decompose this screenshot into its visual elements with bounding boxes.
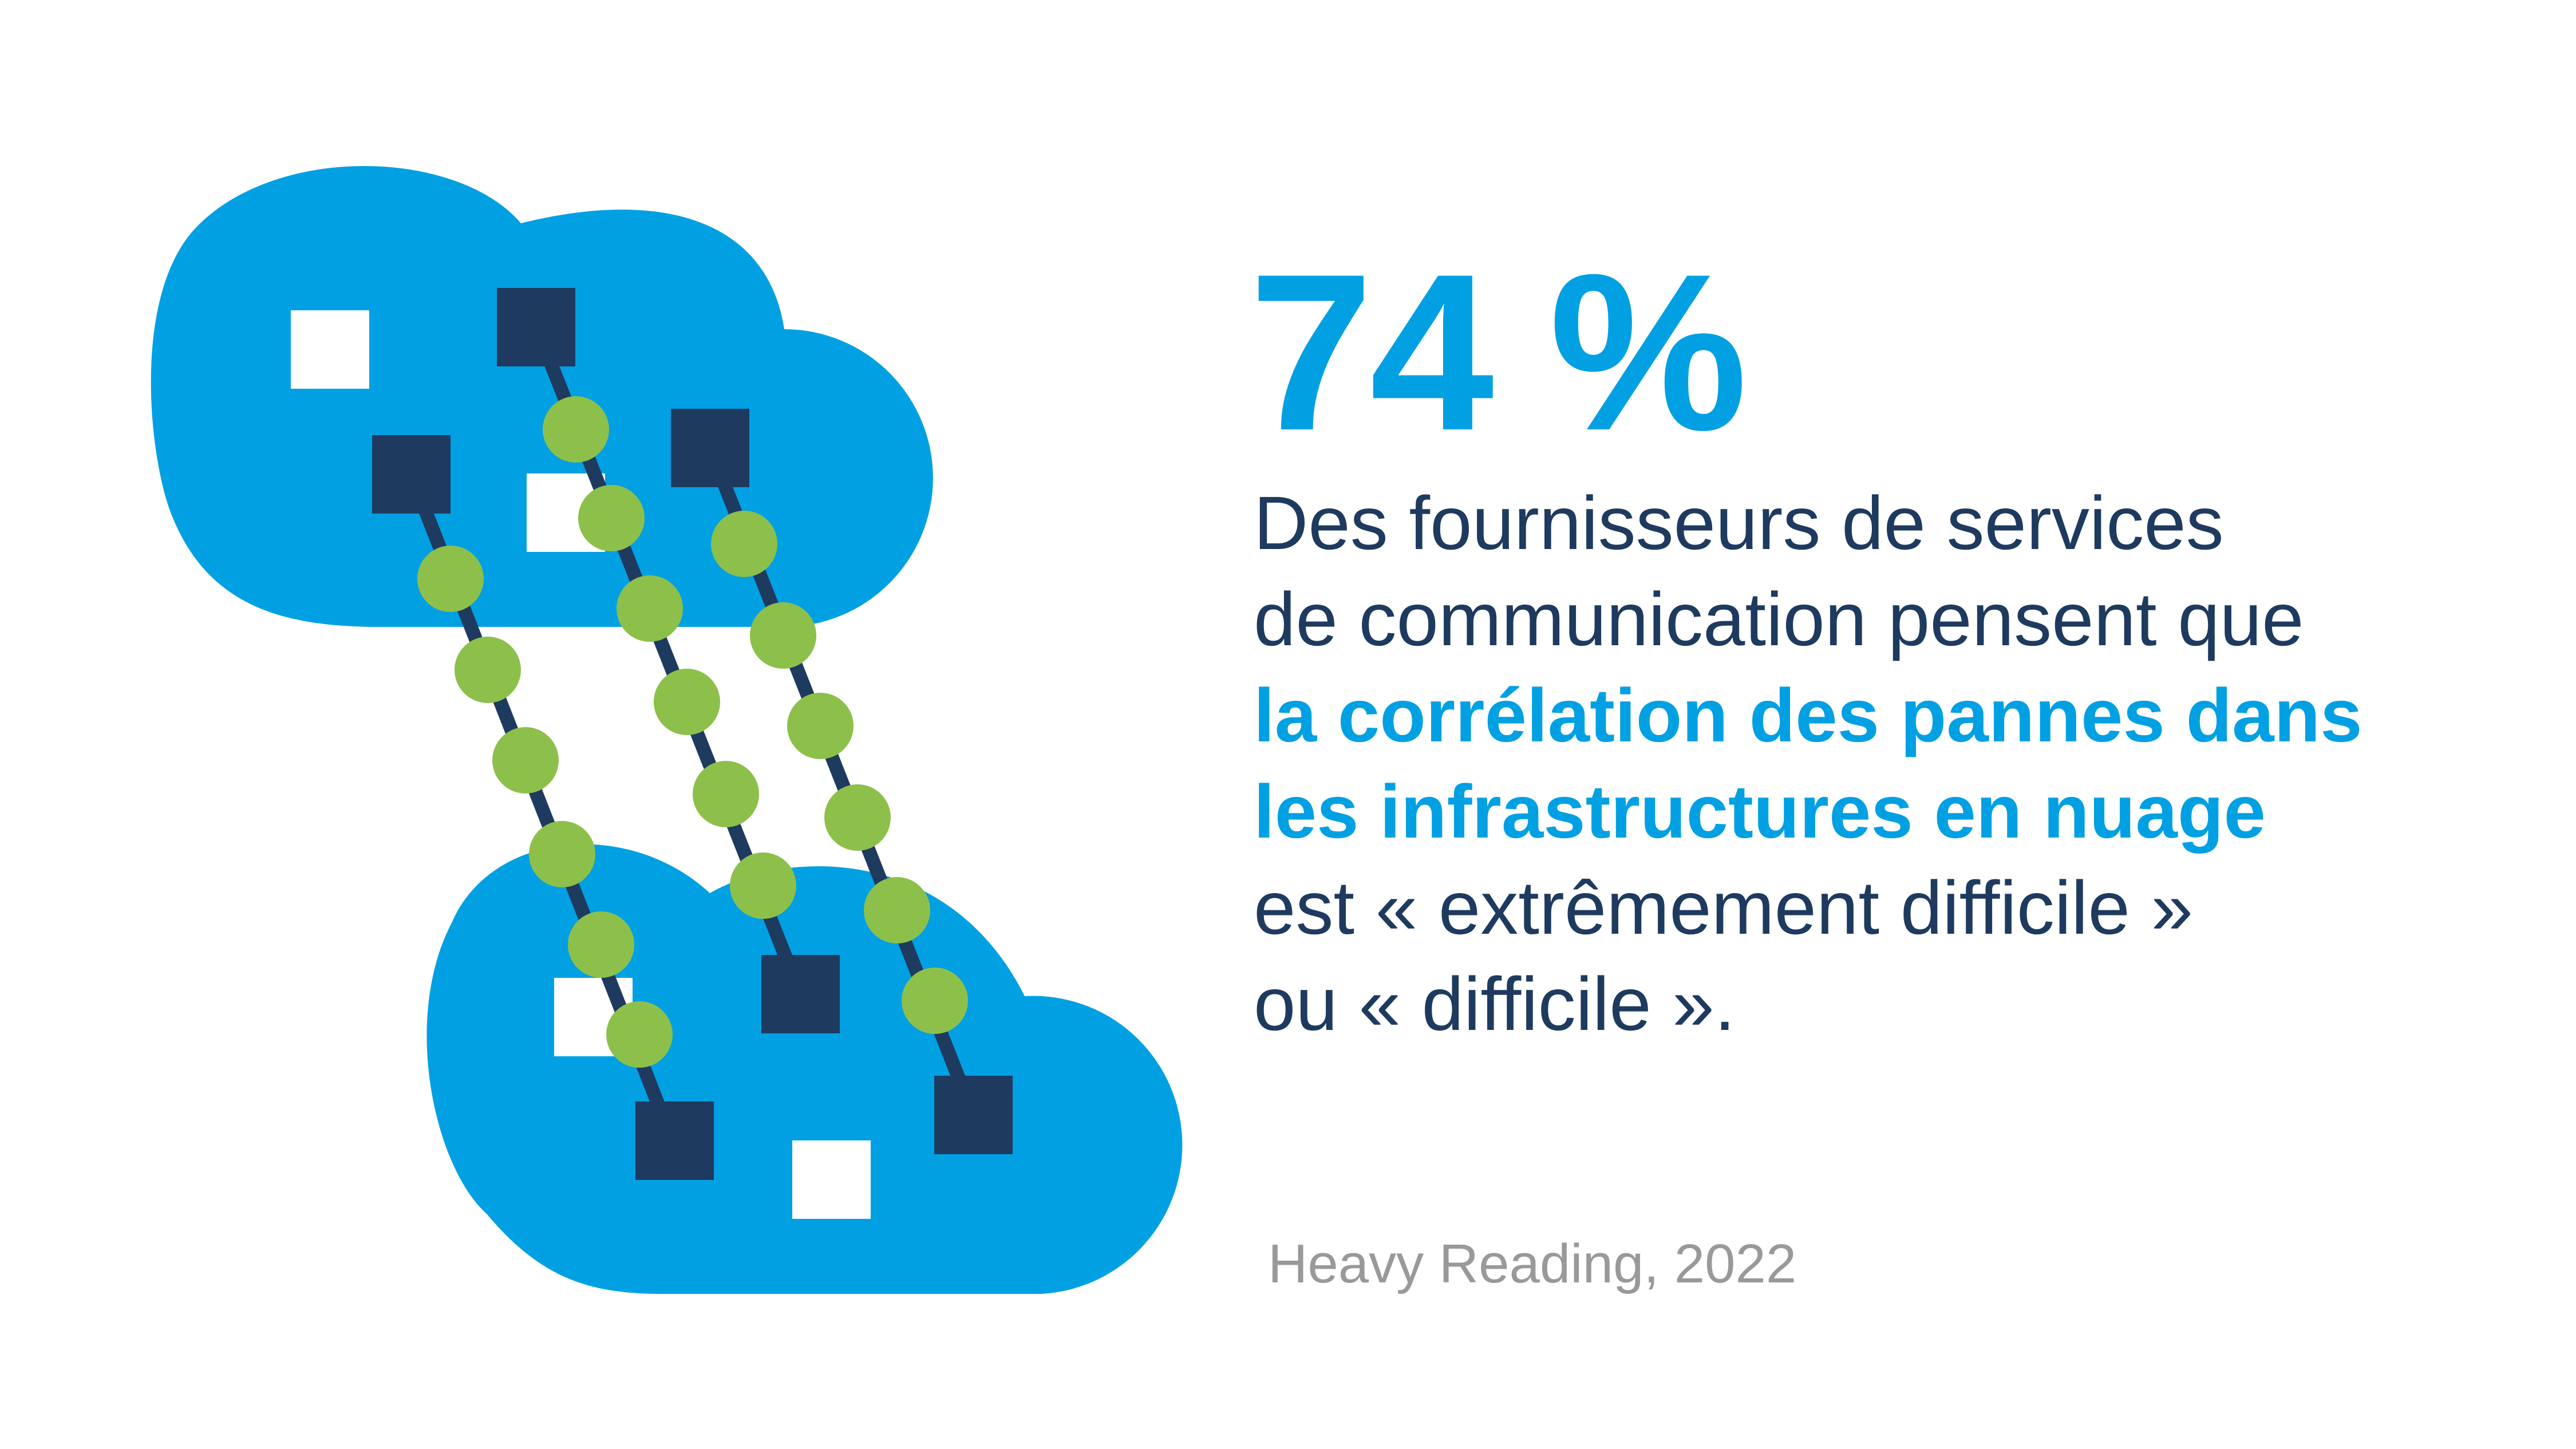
statistic-value: 74 %	[1249, 227, 1748, 477]
network-node	[529, 821, 595, 887]
navy-square	[372, 435, 451, 514]
description-line: Des fournisseurs de services	[1254, 481, 2224, 565]
network-node	[606, 1001, 673, 1068]
navy-square	[934, 1076, 1013, 1154]
bottom-cloud-icon	[426, 844, 1183, 1294]
network-node	[693, 761, 759, 827]
white-square	[291, 310, 369, 389]
navy-square	[761, 955, 840, 1033]
source-citation: Heavy Reading, 2022	[1268, 1233, 1797, 1294]
description-highlight-line: la corrélation des pannes dans	[1254, 673, 2362, 757]
description-line: est « extrêmement difficile »	[1254, 866, 2193, 950]
network-node	[824, 784, 891, 851]
network-node	[730, 852, 796, 919]
network-node	[568, 911, 634, 978]
description-line: ou « difficile ».	[1254, 962, 1736, 1046]
network-nodes	[417, 396, 968, 1068]
network-node	[617, 575, 683, 642]
network-node	[864, 877, 930, 943]
network-node	[578, 485, 645, 551]
network-node	[543, 396, 609, 463]
navy-square	[671, 409, 749, 487]
network-node	[455, 637, 521, 703]
description-line: de communication pensent que	[1254, 577, 2304, 661]
network-node	[654, 669, 720, 735]
network-node	[492, 727, 559, 793]
network-node	[711, 511, 777, 577]
description-highlight-line: les infrastructures en nuage	[1254, 769, 2266, 854]
network-node	[902, 968, 968, 1034]
top-cloud-icon	[151, 166, 933, 627]
navy-square	[497, 288, 575, 366]
white-square	[792, 1140, 871, 1219]
cloud-network-icon	[151, 166, 1183, 1294]
network-node	[787, 693, 854, 759]
navy-square	[635, 1101, 714, 1180]
statistic-description: Des fournisseurs de services de communic…	[1254, 475, 2513, 1052]
statistic-block: 74 % Des fournisseurs de services de com…	[1249, 240, 2513, 1052]
network-node	[750, 602, 816, 669]
network-node	[417, 546, 484, 612]
